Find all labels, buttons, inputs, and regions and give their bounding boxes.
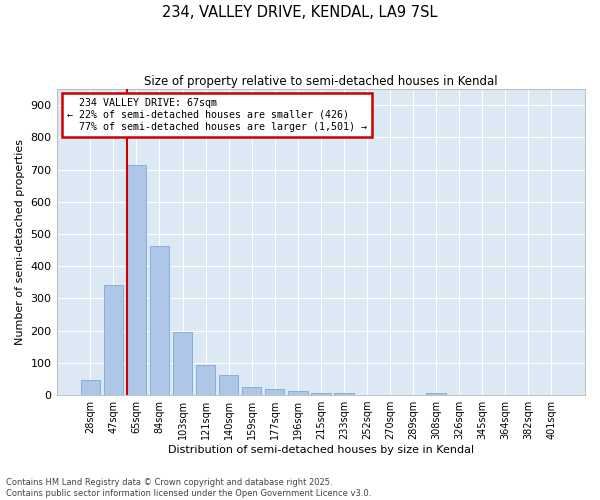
Bar: [173, 332, 193, 395]
Title: Size of property relative to semi-detached houses in Kendal: Size of property relative to semi-detach…: [144, 75, 497, 88]
Bar: [196, 365, 215, 395]
Bar: [265, 388, 284, 395]
Text: 234 VALLEY DRIVE: 67sqm
← 22% of semi-detached houses are smaller (426)
  77% of: 234 VALLEY DRIVE: 67sqm ← 22% of semi-de…: [67, 98, 367, 132]
Bar: [127, 165, 146, 395]
Bar: [242, 387, 262, 395]
Y-axis label: Number of semi-detached properties: Number of semi-detached properties: [15, 139, 25, 345]
Bar: [149, 246, 169, 395]
Bar: [104, 284, 123, 395]
Bar: [219, 375, 238, 395]
Bar: [311, 392, 331, 395]
Bar: [426, 393, 446, 395]
X-axis label: Distribution of semi-detached houses by size in Kendal: Distribution of semi-detached houses by …: [168, 445, 474, 455]
Text: Contains HM Land Registry data © Crown copyright and database right 2025.
Contai: Contains HM Land Registry data © Crown c…: [6, 478, 371, 498]
Bar: [288, 391, 308, 395]
Bar: [80, 380, 100, 395]
Text: 234, VALLEY DRIVE, KENDAL, LA9 7SL: 234, VALLEY DRIVE, KENDAL, LA9 7SL: [162, 5, 438, 20]
Bar: [334, 394, 353, 395]
